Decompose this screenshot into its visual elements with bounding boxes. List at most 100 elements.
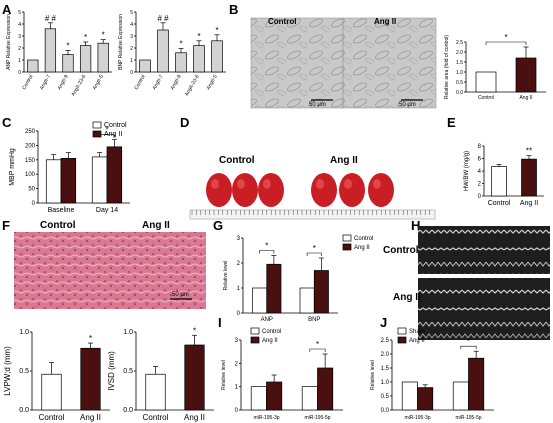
scale-label: 50 μm [309, 102, 326, 108]
y-tick-label: 1 [18, 58, 21, 64]
y-tick-label: 100 [25, 172, 36, 178]
bar [145, 373, 166, 411]
y-tick-label: 3 [237, 236, 241, 242]
x-tick-label: AngII-9 [56, 74, 69, 91]
cell-photo-angii [342, 17, 437, 109]
significance-bracket [485, 41, 527, 45]
significance-marker: # # [157, 14, 169, 23]
chart-a-bnp: 0 1 2 3 4 5 BNP Relative Expression Control # # A… [118, 10, 226, 97]
x-tick-label: Control [133, 74, 146, 91]
y-tick-label: 1.5 [456, 60, 463, 66]
legend-swatch [92, 130, 102, 138]
significance-marker: # # [45, 14, 57, 23]
bar [313, 270, 329, 314]
chart-c-mbp: 0 50 100 150 200 250 MBP mmHg Baseline * Day 14 Co… [9, 121, 130, 214]
significance-bracket [309, 348, 326, 352]
panel-label-g: G [213, 218, 223, 233]
heart-6 [368, 173, 394, 207]
bar [301, 386, 318, 411]
x-tick-label: Day 14 [96, 207, 118, 214]
y-tick-label: 1.0 [381, 380, 390, 386]
significance-marker: * [105, 126, 108, 135]
y-axis-label: MBP mmHg [9, 148, 16, 186]
y-axis-label: Relative area (fold of control) [444, 35, 450, 100]
chart-f-ivsd: 0.0 0.5 1.0 IVSD (mm) Control * Ang II [107, 326, 214, 422]
legend-label: Control [262, 329, 281, 335]
bar [193, 45, 205, 73]
x-tick-label: Ang II [520, 200, 538, 207]
he-image-angii [111, 232, 206, 309]
bar [521, 158, 537, 197]
chart-g-anp-bnp: 0 1 2 3 Relative level * ANP * BNP Control Ang II [223, 234, 373, 323]
heart-highlight [263, 179, 271, 189]
chart-b-area: 0.0 0.5 1.0 1.5 2.0 2.5 Relative area (fold of… [444, 33, 546, 101]
x-tick-label: Ang II [519, 95, 532, 101]
legend-swatch [342, 234, 352, 242]
y-axis-label: BNP Relative Expression [118, 14, 124, 70]
y-tick-label: 1 [237, 286, 241, 292]
y-tick-label: 2 [237, 261, 241, 267]
bar [515, 57, 537, 93]
bar [491, 166, 507, 197]
x-tick-label: AngII-9 [169, 74, 182, 91]
x-tick-label: Control [478, 95, 494, 101]
legend-label: Ang II [409, 338, 425, 344]
scale-label: 50 μm [172, 292, 189, 298]
bar [250, 386, 267, 411]
panel-label-c: C [2, 115, 12, 130]
y-axis-label: Relative level [221, 360, 227, 390]
x-tick-label: AngII-7 [151, 74, 164, 91]
significance-marker: * [179, 40, 182, 49]
y-tick-label: 3 [18, 34, 21, 40]
echo-angii [418, 278, 550, 340]
x-tick-label: AngII-7 [39, 74, 52, 91]
y-tick-label: 0.5 [19, 368, 29, 375]
y-tick-label: 6 [478, 157, 482, 163]
significance-marker: * [84, 33, 87, 42]
significance-marker: * [197, 32, 200, 41]
photo-label-angii: Ang II [142, 220, 170, 231]
bar [401, 381, 418, 411]
x-tick-label: Control [39, 413, 65, 422]
y-axis-label: Relative level [223, 261, 229, 291]
y-tick-label: 0.5 [381, 394, 390, 400]
ruler-body [189, 209, 436, 220]
x-tick-label: miR-195-3p [253, 415, 279, 421]
y-tick-label: 0.0 [123, 407, 133, 414]
y-tick-label: 5 [18, 10, 21, 16]
y-tick-label: 2 [478, 182, 482, 188]
y-axis-label: ANP Relative Expression [6, 14, 12, 70]
y-tick-label: 0 [478, 194, 482, 200]
y-tick-label: 0.0 [381, 408, 390, 414]
bar [157, 29, 169, 73]
y-tick-label: 1 [235, 385, 239, 391]
heart-5 [339, 173, 365, 207]
significance-marker: * [102, 31, 105, 40]
significance-marker: * [467, 337, 470, 346]
y-tick-label: 2 [235, 361, 239, 367]
bar [106, 146, 123, 204]
y-tick-label: 2 [130, 46, 133, 52]
y-tick-label: 1.0 [19, 329, 29, 336]
legend-swatch [92, 121, 102, 129]
y-tick-label: 1.5 [381, 366, 390, 372]
y-tick-label: 2.5 [456, 40, 463, 46]
y-tick-label: 250 [25, 129, 36, 135]
bar [317, 367, 334, 411]
y-tick-label: 200 [25, 143, 36, 149]
bar [91, 156, 108, 204]
bar [41, 373, 62, 411]
heart-2 [232, 173, 258, 207]
legend-swatch [397, 336, 407, 344]
significance-bracket [306, 252, 322, 256]
legend-label: Sham [409, 329, 425, 335]
significance-marker: * [504, 33, 507, 42]
bar [184, 344, 205, 411]
legend-label: Ang II [262, 338, 278, 344]
y-tick-label: 1.0 [123, 329, 133, 336]
y-tick-label: 8 [478, 144, 482, 150]
y-tick-label: 4 [130, 22, 133, 28]
scale-label: 50 μm [399, 102, 416, 108]
bar [97, 42, 109, 73]
